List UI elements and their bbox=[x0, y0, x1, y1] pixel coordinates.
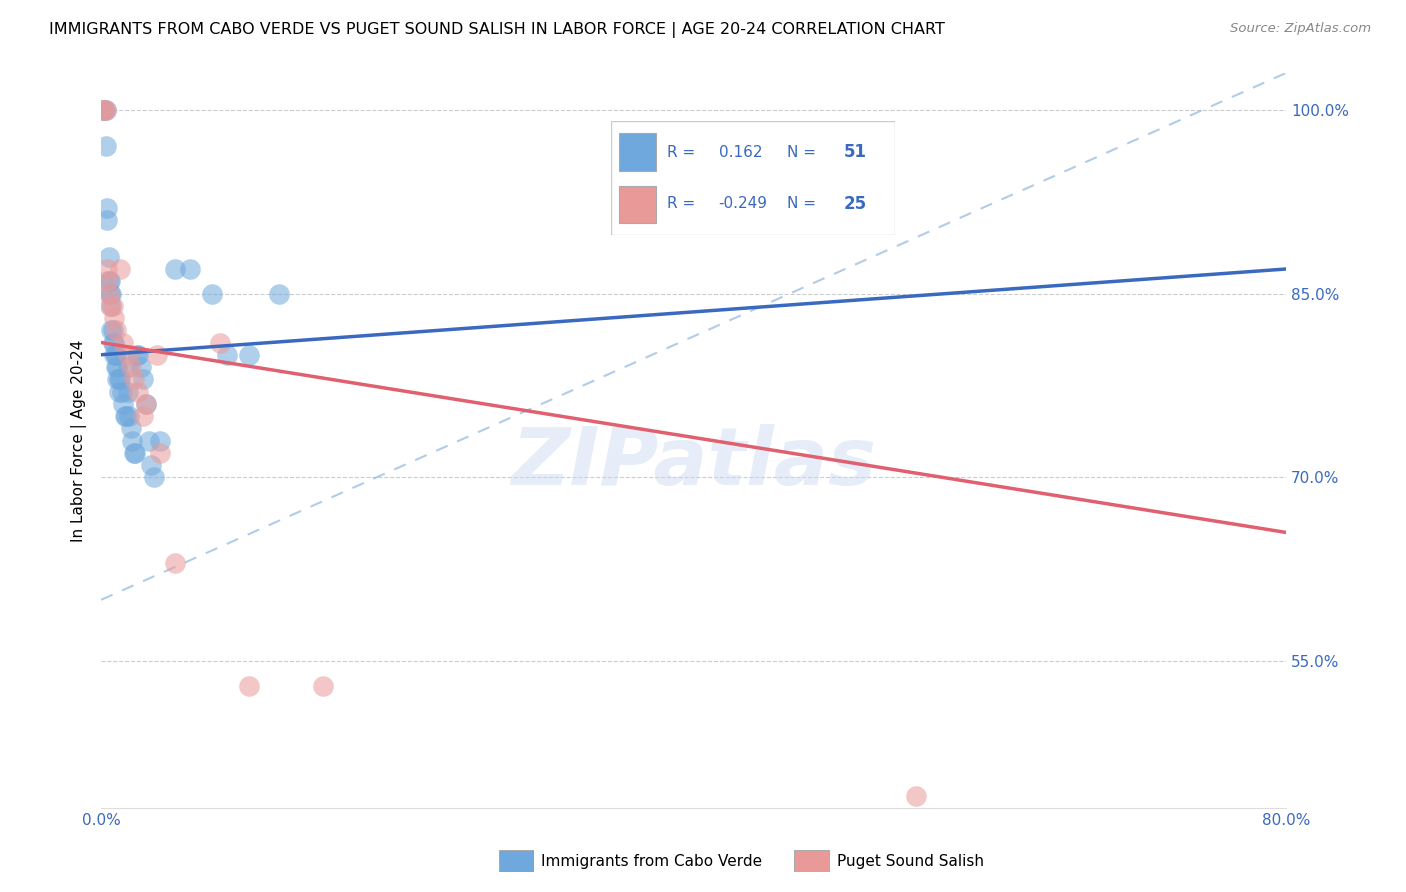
Point bbox=[103, 311, 125, 326]
Point bbox=[94, 103, 117, 117]
Point bbox=[98, 286, 121, 301]
Point bbox=[97, 250, 120, 264]
Point bbox=[267, 286, 290, 301]
Point bbox=[97, 274, 120, 288]
Point bbox=[120, 359, 142, 374]
Point bbox=[118, 409, 141, 423]
Point bbox=[904, 789, 927, 803]
Point bbox=[104, 348, 127, 362]
Point bbox=[110, 372, 132, 386]
Point bbox=[131, 372, 153, 386]
Point bbox=[201, 286, 224, 301]
Point bbox=[143, 470, 166, 484]
Point bbox=[104, 323, 127, 337]
Text: Source: ZipAtlas.com: Source: ZipAtlas.com bbox=[1230, 22, 1371, 36]
Point bbox=[117, 384, 139, 399]
Point bbox=[125, 348, 148, 362]
Point bbox=[104, 348, 127, 362]
Text: IMMIGRANTS FROM CABO VERDE VS PUGET SOUND SALISH IN LABOR FORCE | AGE 20-24 CORR: IMMIGRANTS FROM CABO VERDE VS PUGET SOUN… bbox=[49, 22, 945, 38]
Point bbox=[141, 458, 163, 472]
Point bbox=[94, 103, 117, 117]
Point bbox=[117, 359, 139, 374]
Point bbox=[114, 409, 136, 423]
Point bbox=[98, 299, 121, 313]
Point bbox=[112, 397, 135, 411]
Point bbox=[107, 359, 129, 374]
Point bbox=[96, 213, 118, 227]
Point bbox=[94, 139, 117, 153]
Point bbox=[238, 348, 260, 362]
Point bbox=[107, 372, 129, 386]
Point bbox=[103, 348, 125, 362]
Point bbox=[122, 446, 145, 460]
Point bbox=[111, 384, 134, 399]
Point bbox=[97, 286, 120, 301]
Point bbox=[91, 103, 114, 117]
Point bbox=[98, 274, 121, 288]
Point bbox=[121, 434, 143, 448]
Point bbox=[138, 434, 160, 448]
Point bbox=[179, 262, 201, 277]
Point bbox=[93, 103, 115, 117]
Point bbox=[208, 335, 231, 350]
Point bbox=[135, 397, 157, 411]
Point bbox=[91, 103, 114, 117]
Point bbox=[108, 384, 131, 399]
Point bbox=[122, 372, 145, 386]
Point bbox=[103, 335, 125, 350]
Point bbox=[312, 679, 335, 693]
Text: Puget Sound Salish: Puget Sound Salish bbox=[837, 855, 984, 869]
Point bbox=[101, 335, 124, 350]
Point bbox=[100, 286, 122, 301]
Point bbox=[135, 397, 157, 411]
Point bbox=[165, 556, 187, 570]
Point bbox=[117, 348, 139, 362]
Y-axis label: In Labor Force | Age 20-24: In Labor Force | Age 20-24 bbox=[72, 339, 87, 541]
Point bbox=[120, 421, 142, 435]
Point bbox=[127, 348, 149, 362]
Point bbox=[108, 372, 131, 386]
Point bbox=[129, 359, 152, 374]
Point bbox=[101, 299, 124, 313]
Text: ZIPatlas: ZIPatlas bbox=[510, 424, 876, 501]
Text: Immigrants from Cabo Verde: Immigrants from Cabo Verde bbox=[541, 855, 762, 869]
Point bbox=[112, 335, 135, 350]
Point bbox=[127, 384, 149, 399]
Point bbox=[100, 299, 122, 313]
Point bbox=[165, 262, 187, 277]
Point bbox=[101, 323, 124, 337]
Point bbox=[124, 446, 146, 460]
Point bbox=[96, 274, 118, 288]
Point bbox=[238, 679, 260, 693]
Point bbox=[93, 103, 115, 117]
Point bbox=[110, 262, 132, 277]
Point bbox=[104, 359, 127, 374]
Point bbox=[146, 348, 169, 362]
Point bbox=[115, 409, 138, 423]
Point bbox=[149, 446, 172, 460]
Point bbox=[215, 348, 238, 362]
Point bbox=[100, 323, 122, 337]
Point bbox=[149, 434, 172, 448]
Point bbox=[96, 262, 118, 277]
Point bbox=[131, 409, 153, 423]
Point bbox=[96, 201, 118, 215]
